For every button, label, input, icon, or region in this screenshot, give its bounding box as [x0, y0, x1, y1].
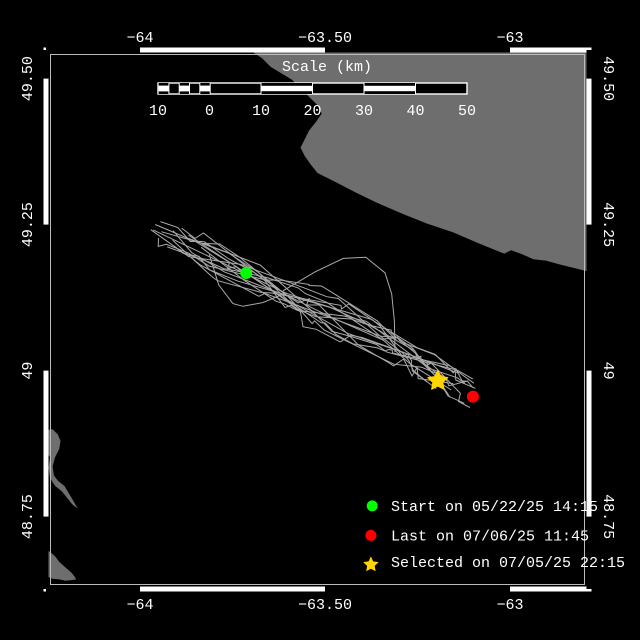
svg-text:−63.50: −63.50 [298, 597, 352, 614]
svg-text:49: 49 [599, 362, 616, 380]
svg-text:30: 30 [355, 103, 373, 120]
svg-text:48.75: 48.75 [599, 494, 616, 539]
svg-text:50: 50 [458, 103, 476, 120]
svg-text:49.50: 49.50 [20, 56, 37, 101]
svg-text:−63: −63 [496, 30, 523, 47]
svg-text:49.25: 49.25 [599, 202, 616, 247]
svg-text:10: 10 [252, 103, 270, 120]
svg-text:20: 20 [303, 103, 321, 120]
svg-text:Scale (km): Scale (km) [282, 59, 372, 76]
svg-text:−63.50: −63.50 [298, 30, 352, 47]
svg-text:−63: −63 [496, 597, 523, 614]
svg-text:49.25: 49.25 [20, 202, 37, 247]
svg-text:10: 10 [149, 103, 167, 120]
svg-text:40: 40 [406, 103, 424, 120]
svg-text:−64: −64 [126, 597, 153, 614]
svg-text:0: 0 [205, 103, 214, 120]
svg-text:49.50: 49.50 [599, 56, 616, 101]
svg-text:Last on 07/06/25 11:45: Last on 07/06/25 11:45 [391, 529, 589, 546]
svg-text:−64: −64 [126, 30, 153, 47]
svg-text:48.75: 48.75 [20, 494, 37, 539]
svg-text:49: 49 [20, 362, 37, 380]
svg-text:Start on 05/22/25 14:15: Start on 05/22/25 14:15 [391, 499, 598, 516]
svg-text:Selected on 07/05/25 22:15: Selected on 07/05/25 22:15 [391, 555, 625, 572]
